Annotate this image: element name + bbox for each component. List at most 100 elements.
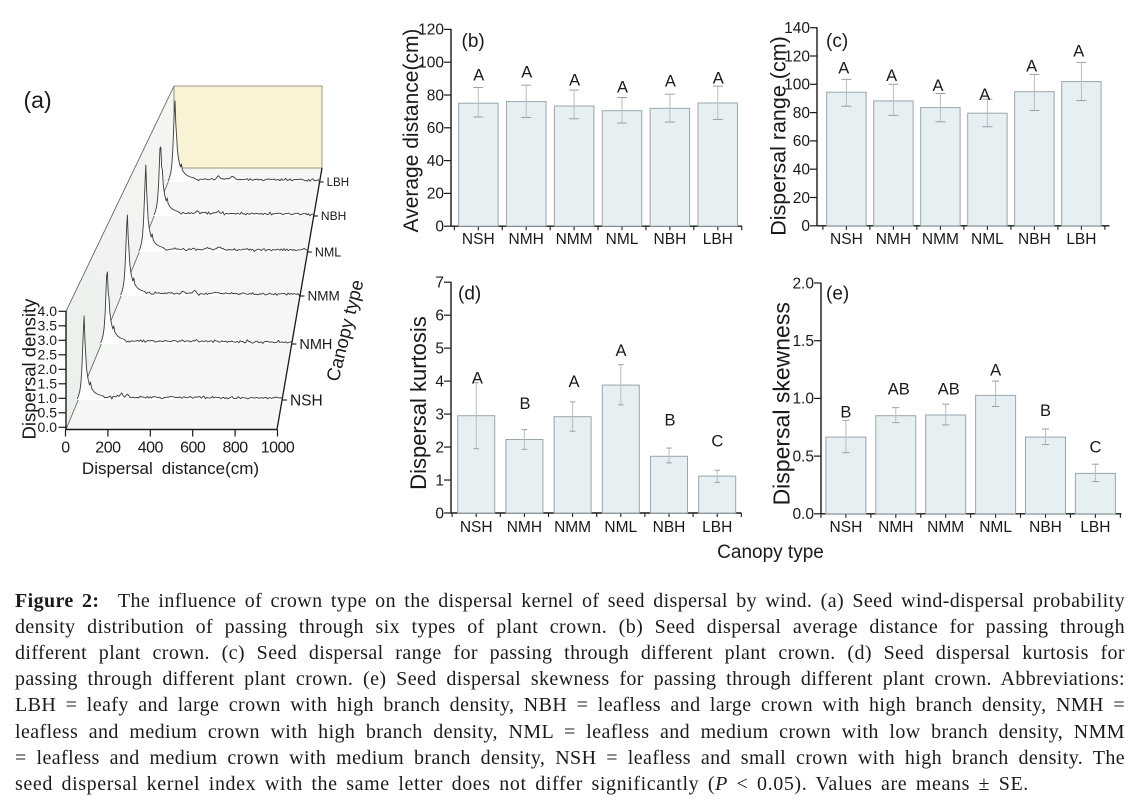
svg-text:NMM: NMM — [927, 519, 964, 536]
svg-text:(d): (d) — [458, 284, 481, 305]
svg-text:80: 80 — [793, 105, 811, 122]
svg-text:(c): (c) — [826, 31, 848, 52]
svg-text:C: C — [711, 433, 723, 451]
svg-text:120: 120 — [418, 22, 444, 39]
svg-text:C: C — [1089, 438, 1101, 456]
svg-text:2: 2 — [435, 439, 444, 456]
svg-text:A: A — [521, 64, 532, 82]
svg-text:NMH: NMH — [507, 519, 542, 536]
svg-text:1.5: 1.5 — [38, 376, 58, 392]
svg-text:NSH: NSH — [830, 519, 863, 536]
svg-text:100: 100 — [418, 55, 444, 72]
svg-text:NMH: NMH — [299, 337, 332, 353]
svg-text:800: 800 — [222, 440, 248, 457]
svg-text:(b): (b) — [462, 31, 485, 52]
svg-text:80: 80 — [427, 87, 445, 104]
svg-text:Dispersal distance(cm): Dispersal distance(cm) — [82, 459, 259, 478]
svg-text:140: 140 — [784, 20, 810, 37]
svg-text:NML: NML — [971, 231, 1004, 248]
svg-text:A: A — [886, 67, 897, 85]
svg-text:AB: AB — [938, 381, 960, 399]
svg-text:60: 60 — [793, 133, 811, 150]
svg-text:Dispersal skewness: Dispersal skewness — [769, 302, 795, 505]
svg-text:100: 100 — [784, 77, 810, 94]
svg-text:NBH: NBH — [654, 231, 687, 248]
svg-text:NML: NML — [606, 231, 639, 248]
svg-text:A: A — [1026, 58, 1037, 76]
svg-text:A: A — [569, 72, 580, 90]
svg-text:20: 20 — [793, 190, 811, 207]
svg-text:Dispersal density: Dispersal density — [19, 298, 40, 440]
svg-text:20: 20 — [427, 186, 445, 203]
svg-text:LBH: LBH — [327, 177, 349, 189]
svg-text:4.0: 4.0 — [38, 303, 58, 319]
svg-text:40: 40 — [793, 162, 811, 179]
svg-text:NML: NML — [604, 519, 637, 536]
svg-text:1000: 1000 — [261, 440, 295, 457]
svg-text:A: A — [473, 67, 484, 85]
svg-text:0: 0 — [435, 219, 444, 236]
svg-text:NSH: NSH — [290, 392, 323, 409]
svg-text:Dispersal range (cm): Dispersal range (cm) — [767, 36, 791, 236]
svg-text:2.5: 2.5 — [38, 347, 58, 363]
svg-text:Average distance(cm): Average distance(cm) — [400, 29, 423, 233]
svg-text:B: B — [840, 404, 851, 422]
svg-text:LBH: LBH — [1080, 519, 1110, 536]
svg-text:A: A — [838, 60, 849, 78]
svg-text:7: 7 — [435, 275, 444, 292]
svg-text:NSH: NSH — [460, 519, 493, 536]
svg-text:0.0: 0.0 — [38, 419, 58, 435]
svg-text:Dispersal kurtosis: Dispersal kurtosis — [406, 316, 431, 490]
svg-text:6: 6 — [435, 307, 444, 324]
svg-text:LBH: LBH — [702, 519, 732, 536]
svg-text:Canopy type: Canopy type — [717, 542, 824, 563]
svg-text:NMH: NMH — [878, 519, 913, 536]
svg-text:NBH: NBH — [1029, 519, 1062, 536]
svg-text:B: B — [664, 412, 675, 430]
svg-text:NMM: NMM — [554, 519, 591, 536]
svg-text:NMM: NMM — [922, 231, 959, 248]
svg-text:200: 200 — [95, 440, 121, 457]
svg-text:5: 5 — [435, 340, 444, 357]
svg-text:0: 0 — [61, 440, 70, 457]
svg-text:A: A — [1073, 43, 1084, 61]
svg-text:4: 4 — [435, 373, 444, 390]
svg-text:A: A — [713, 70, 724, 88]
svg-text:2.0: 2.0 — [792, 275, 814, 292]
svg-text:NML: NML — [979, 519, 1012, 536]
svg-text:0.5: 0.5 — [38, 405, 58, 421]
svg-text:NBH: NBH — [653, 519, 686, 536]
svg-text:B: B — [519, 395, 530, 413]
svg-text:NMM: NMM — [556, 231, 593, 248]
svg-text:NSH: NSH — [830, 231, 863, 248]
svg-text:3.0: 3.0 — [38, 332, 58, 348]
svg-text:(a): (a) — [24, 87, 52, 113]
svg-text:1.0: 1.0 — [792, 391, 814, 408]
svg-text:(e): (e) — [826, 284, 849, 305]
svg-text:A: A — [617, 79, 628, 97]
svg-text:1.5: 1.5 — [792, 333, 814, 350]
svg-text:A: A — [615, 342, 626, 360]
svg-text:A: A — [990, 361, 1001, 379]
svg-text:3: 3 — [435, 406, 444, 423]
svg-text:2.0: 2.0 — [38, 361, 58, 377]
svg-text:LBH: LBH — [1066, 231, 1096, 248]
svg-text:3.5: 3.5 — [38, 318, 58, 334]
svg-text:0: 0 — [435, 505, 444, 522]
svg-text:A: A — [665, 72, 676, 90]
svg-text:0: 0 — [801, 218, 810, 235]
svg-text:NMM: NMM — [307, 289, 339, 304]
svg-text:AB: AB — [888, 381, 910, 399]
svg-text:A: A — [932, 77, 943, 95]
svg-text:B: B — [1040, 402, 1051, 420]
svg-text:NML: NML — [315, 245, 341, 259]
svg-text:60: 60 — [427, 120, 445, 137]
svg-text:NBH: NBH — [1018, 231, 1051, 248]
svg-text:1.0: 1.0 — [38, 390, 58, 406]
svg-text:600: 600 — [180, 440, 206, 457]
svg-text:0.0: 0.0 — [792, 506, 814, 523]
svg-text:120: 120 — [784, 48, 810, 65]
svg-text:A: A — [568, 373, 579, 391]
svg-text:NMH: NMH — [509, 231, 544, 248]
svg-text:NBH: NBH — [321, 209, 346, 223]
